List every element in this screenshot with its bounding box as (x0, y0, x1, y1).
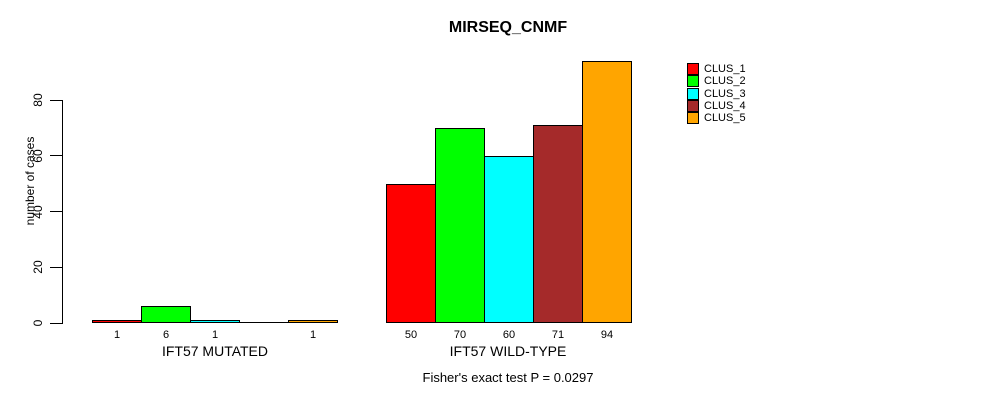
legend-item: CLUS_1 (687, 63, 746, 76)
chart-title: MIRSEQ_CNMF (448, 19, 568, 36)
legend-item: CLUS_2 (687, 75, 746, 88)
bar-clus_1 (92, 320, 142, 323)
legend-swatch-clus_2 (687, 75, 699, 88)
bar-clus_3 (190, 320, 240, 323)
bar-clus_3 (484, 156, 534, 323)
bar-clus_5 (288, 320, 338, 323)
legend-label: CLUS_5 (704, 112, 746, 125)
bar-clus_5 (582, 61, 632, 323)
bar-clus_4-zero (239, 322, 289, 323)
footer-stat-text: Fisher's exact test P = 0.0297 (422, 370, 594, 385)
bar-value-label: 1 (211, 329, 219, 341)
bar-value-label: 6 (162, 329, 170, 341)
legend-label: CLUS_2 (704, 75, 746, 88)
legend-swatch-clus_4 (687, 100, 699, 113)
y-axis-tick (50, 155, 62, 157)
bar-value-label: 50 (404, 329, 418, 341)
legend-item: CLUS_5 (687, 112, 746, 125)
legend-swatch-clus_3 (687, 87, 699, 100)
legend-label: CLUS_4 (704, 100, 746, 113)
legend-swatch-clus_1 (687, 63, 699, 76)
bar-value-label: 1 (309, 329, 317, 341)
y-axis-tick-label: 80 (31, 93, 45, 107)
bar-clus_4 (533, 125, 583, 323)
legend-label: CLUS_3 (704, 87, 746, 100)
y-axis-tick-label: 0 (31, 319, 45, 327)
legend-label: CLUS_1 (704, 63, 746, 76)
bar-value-label: 70 (453, 329, 467, 341)
y-axis-tick-label: 40 (31, 204, 45, 219)
bar-value-label: 94 (600, 329, 614, 341)
bar-clus_1 (386, 184, 436, 323)
bar-value-label: 60 (502, 329, 516, 341)
bar-value-label: 1 (113, 329, 121, 341)
y-axis-tick (50, 99, 62, 101)
y-axis-tick-label: 20 (31, 260, 45, 274)
legend-item: CLUS_4 (687, 100, 746, 113)
bar-value-label: 71 (551, 329, 565, 341)
legend: CLUS_1 CLUS_2 CLUS_3 CLUS_4 CLUS_5 (687, 63, 746, 125)
y-axis-tick (50, 211, 62, 212)
legend-swatch-clus_5 (687, 112, 699, 125)
y-axis-tick (50, 322, 62, 324)
legend-item: CLUS_3 (687, 87, 746, 100)
bar-clus_2 (141, 306, 191, 323)
x-group-label-mutated: IFT57 MUTATED (161, 343, 269, 359)
y-axis-line (62, 100, 63, 324)
bar-clus_2 (435, 128, 485, 323)
y-axis-tick-label: 60 (31, 149, 45, 163)
y-axis-tick (50, 266, 62, 268)
x-group-label-wildtype: IFT57 WILD-TYPE (449, 343, 567, 359)
